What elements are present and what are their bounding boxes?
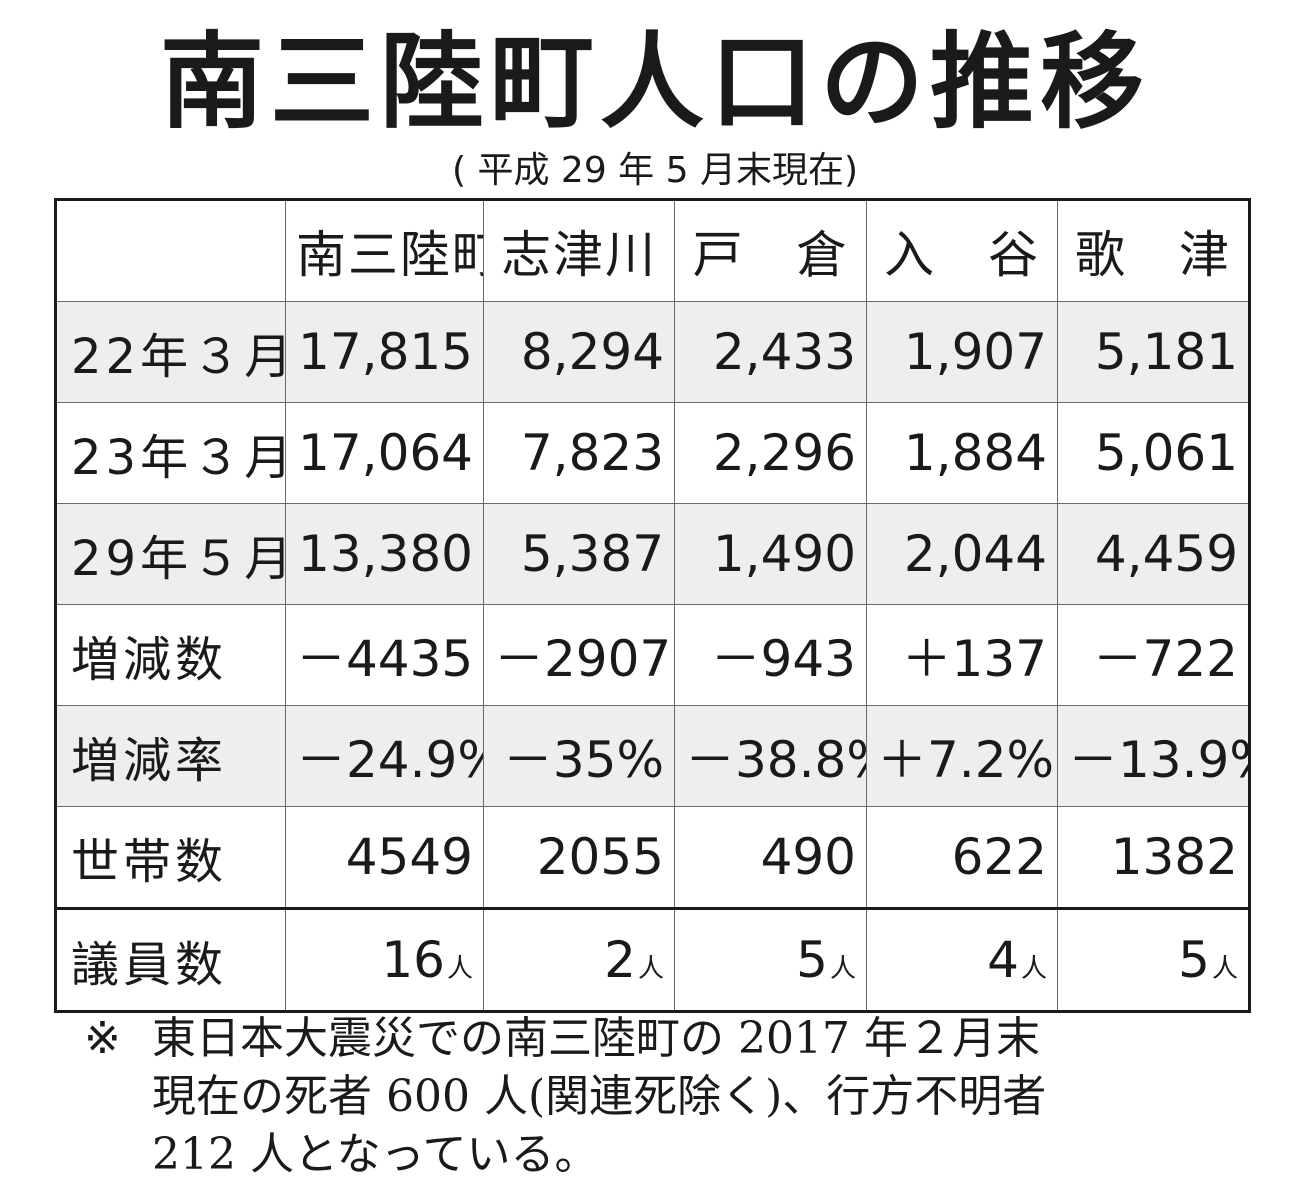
- table-cell: 5,181: [1057, 301, 1250, 403]
- table-row: 世帯数 4549 2055 490 622 1382: [55, 806, 1250, 909]
- unit-label: 人: [1211, 954, 1238, 984]
- cell-value: 5: [796, 931, 828, 989]
- unit-label: 人: [1020, 954, 1047, 984]
- row-label: 世帯数: [55, 806, 286, 909]
- table-cell: －38.8%: [674, 705, 867, 807]
- table-row: 22年３月 17,815 8,294 2,433 1,907 5,181: [55, 301, 1250, 403]
- table-cell: 17,064: [285, 402, 484, 504]
- page-subtitle: ( 平成 29 年 5 月末現在): [451, 150, 859, 191]
- table-row: 増減数 －4435 －2907 －943 ＋137 －722: [55, 604, 1250, 706]
- table-cell: 5,061: [1057, 402, 1250, 504]
- cell-value: 4: [987, 931, 1019, 989]
- table-cell: －943: [674, 604, 867, 706]
- table-cell: 5人: [1057, 907, 1250, 1012]
- header-cell-shizugawa: 志津川: [483, 199, 675, 302]
- row-label: 増減数: [55, 604, 286, 706]
- table-cell: 1382: [1057, 806, 1250, 909]
- table-row: 29年５月 13,380 5,387 1,490 2,044 4,459: [55, 503, 1250, 605]
- table-cell: 2人: [483, 907, 675, 1012]
- table-cell: 1,907: [866, 301, 1058, 403]
- population-table-container: 南三陸町 志津川 戸 倉 入 谷 歌 津 22年３月 17,815 8,294 …: [54, 198, 1251, 1013]
- header-cell-corner: [55, 199, 286, 302]
- table-cell: 4,459: [1057, 503, 1250, 605]
- table-cell: －722: [1057, 604, 1250, 706]
- table-cell: 16人: [285, 907, 484, 1012]
- cell-value: 16: [381, 931, 445, 989]
- table-cell: －13.9%: [1057, 705, 1250, 807]
- table-cell: －2907: [483, 604, 675, 706]
- population-table: 南三陸町 志津川 戸 倉 入 谷 歌 津 22年３月 17,815 8,294 …: [54, 198, 1251, 1013]
- note-text: 東日本大震災での南三陸町の 2017 年２月末 現在の死者 600 人(関連死除…: [152, 1010, 1272, 1184]
- row-label: 29年５月: [55, 503, 286, 605]
- table-cell: 622: [866, 806, 1058, 909]
- table-cell: 4549: [285, 806, 484, 909]
- table-cell: 2055: [483, 806, 675, 909]
- table-row: 議員数 16人 2人 5人 4人 5人: [55, 907, 1250, 1012]
- table-row: 23年３月 17,064 7,823 2,296 1,884 5,061: [55, 402, 1250, 504]
- table-cell: 2,296: [674, 402, 867, 504]
- table-cell: 5人: [674, 907, 867, 1012]
- page-title: 南三陸町人口の推移: [159, 21, 1150, 143]
- row-label: 議員数: [55, 907, 286, 1012]
- table-cell: 5,387: [483, 503, 675, 605]
- table-cell: ＋7.2%: [866, 705, 1058, 807]
- table-cell: －4435: [285, 604, 484, 706]
- table-cell: 2,044: [866, 503, 1058, 605]
- table-cell: －24.9%: [285, 705, 484, 807]
- row-label: 増減率: [55, 705, 286, 807]
- cell-value: 2: [604, 931, 636, 989]
- table-cell: －35%: [483, 705, 675, 807]
- header-cell-utatsu: 歌 津: [1057, 199, 1250, 302]
- table-row: 増減率 －24.9% －35% －38.8% ＋7.2% －13.9%: [55, 705, 1250, 807]
- table-cell: 17,815: [285, 301, 484, 403]
- table-cell: 1,884: [866, 402, 1058, 504]
- unit-label: 人: [829, 954, 856, 984]
- table-cell: 1,490: [674, 503, 867, 605]
- table-cell: 2,433: [674, 301, 867, 403]
- unit-label: 人: [637, 954, 664, 984]
- table-cell: 8,294: [483, 301, 675, 403]
- table-cell: 13,380: [285, 503, 484, 605]
- row-label: 22年３月: [55, 301, 286, 403]
- note-line: 現在の死者 600 人(関連死除く)、行方不明者: [152, 1071, 1047, 1122]
- table-header-row: 南三陸町 志津川 戸 倉 入 谷 歌 津: [55, 199, 1250, 302]
- note-mark: ※: [84, 1013, 121, 1064]
- table-cell: 4人: [866, 907, 1058, 1012]
- table-cell: 7,823: [483, 402, 675, 504]
- header-cell-minamisanriku: 南三陸町: [285, 199, 484, 302]
- note-line: 東日本大震災での南三陸町の 2017 年２月末: [152, 1013, 1040, 1064]
- note-line: 212 人となっている。: [152, 1129, 599, 1180]
- unit-label: 人: [446, 954, 473, 984]
- table-cell: ＋137: [866, 604, 1058, 706]
- table-cell: 490: [674, 806, 867, 909]
- header-cell-tokura: 戸 倉: [674, 199, 867, 302]
- header-cell-iriya: 入 谷: [866, 199, 1058, 302]
- row-label: 23年３月: [55, 402, 286, 504]
- cell-value: 5: [1178, 931, 1210, 989]
